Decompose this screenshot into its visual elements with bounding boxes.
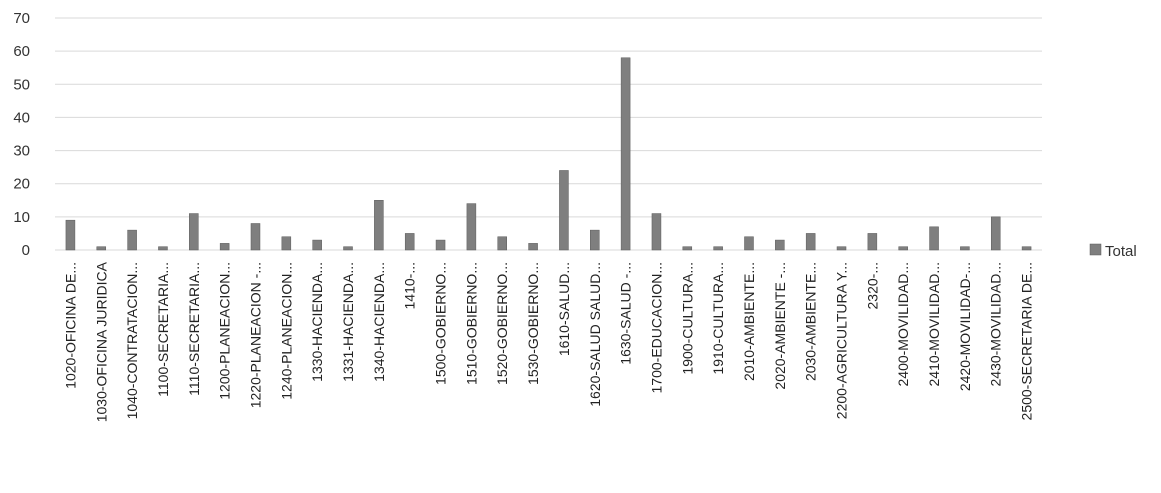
bar [1021, 246, 1032, 251]
bar [127, 229, 137, 251]
bar [651, 213, 662, 251]
x-tick-label: 1100-SECRETARIA... [155, 262, 171, 397]
bar [96, 246, 107, 251]
x-tick-label: 1700-EDUCACION... [648, 262, 664, 393]
x-tick-label: 1220-PLANEACION -... [247, 262, 263, 408]
x-tick-label: 1410-... [402, 262, 418, 309]
y-axis-ticks: 0 10 20 30 40 50 60 70 [13, 10, 30, 259]
bar [528, 243, 538, 251]
bar [713, 246, 723, 251]
x-tick-label: 1200-PLANEACION... [217, 262, 233, 400]
x-tick-label: 1530-GOBIERNO... [525, 262, 541, 385]
x-tick-label: 1331-HACIENDA... [340, 262, 356, 382]
x-tick-label: 2030-AMBIENTE... [803, 262, 819, 381]
x-tick-label: 2420-MOVILIDAD-... [957, 262, 973, 391]
gridlines [55, 17, 1042, 251]
y-tick-label: 30 [13, 143, 30, 160]
x-tick-label: 1240-PLANEACION... [278, 262, 294, 400]
x-tick-label: 1610-SALUD... [556, 262, 572, 356]
x-tick-label: 2020-AMBIENTE -... [772, 262, 788, 390]
bar [805, 233, 816, 251]
x-tick-label: 1630-SALUD -... [618, 262, 634, 365]
bar [836, 246, 847, 251]
bar [867, 233, 878, 251]
bar [620, 57, 631, 251]
x-tick-label: 1110-SECRETARIA... [186, 262, 202, 396]
bar [189, 213, 199, 251]
x-tick-label: 1510-GOBIERNO... [463, 262, 479, 385]
y-tick-label: 20 [13, 176, 30, 193]
bar [219, 243, 230, 251]
bar [682, 246, 693, 251]
bar [281, 236, 292, 251]
bar [990, 216, 1001, 251]
bar [404, 233, 415, 251]
x-tick-label: 1020-OFICINA DE... [62, 262, 78, 389]
bar [929, 226, 939, 251]
x-tick-label: 2010-AMBIENTE... [741, 262, 757, 381]
bar [775, 239, 785, 251]
x-tick-label: 1500-GOBIERNO... [433, 262, 449, 385]
y-tick-label: 0 [22, 242, 30, 259]
x-axis-ticks: 1020-OFICINA DE... 1030-OFICINA JURIDICA 1… [62, 261, 1034, 422]
legend: Total [1089, 243, 1137, 260]
bar [374, 200, 384, 251]
x-tick-label: 2200-AGRICULTURA Y... [834, 262, 850, 419]
x-tick-label: 2500-SECRETARIA DE... [1019, 262, 1035, 420]
bar [590, 229, 600, 251]
x-tick-label: 2320-... [864, 262, 880, 309]
bars [65, 57, 1032, 251]
bar [466, 203, 477, 251]
bar [158, 246, 168, 251]
y-tick-label: 70 [13, 10, 30, 27]
legend-label-total: Total [1105, 243, 1137, 260]
bar [65, 219, 76, 251]
x-tick-label: 2430-MOVILIDAD... [988, 262, 1004, 387]
x-tick-label: 1900-CULTURA... [679, 262, 695, 375]
bar [312, 239, 322, 251]
x-tick-label: 2400-MOVILIDAD... [895, 262, 911, 387]
bar [343, 246, 353, 251]
x-tick-label: 1030-OFICINA JURIDICA [93, 261, 109, 422]
bar [898, 246, 908, 251]
bar [250, 223, 261, 251]
x-tick-label: 1330-HACIENDA... [309, 262, 325, 382]
y-tick-label: 60 [13, 43, 30, 60]
x-tick-label: 1910-CULTURA... [710, 262, 726, 375]
x-tick-label: 1340-HACIENDA... [371, 262, 387, 382]
bar [435, 239, 446, 251]
x-tick-label: 1040-CONTRATACION... [124, 262, 140, 419]
y-tick-label: 40 [13, 109, 30, 126]
x-tick-label: 2410-MOVILIDAD... [926, 262, 942, 387]
bar [960, 246, 970, 251]
bar [497, 236, 507, 251]
x-tick-label: 1520-GOBIERNO... [494, 262, 510, 385]
bar [559, 170, 569, 251]
x-tick-label: 1620-SALUD SALUD... [587, 262, 603, 407]
bar [744, 236, 754, 251]
y-tick-label: 10 [13, 209, 30, 226]
y-tick-label: 50 [13, 76, 30, 93]
legend-swatch-total [1089, 243, 1102, 256]
